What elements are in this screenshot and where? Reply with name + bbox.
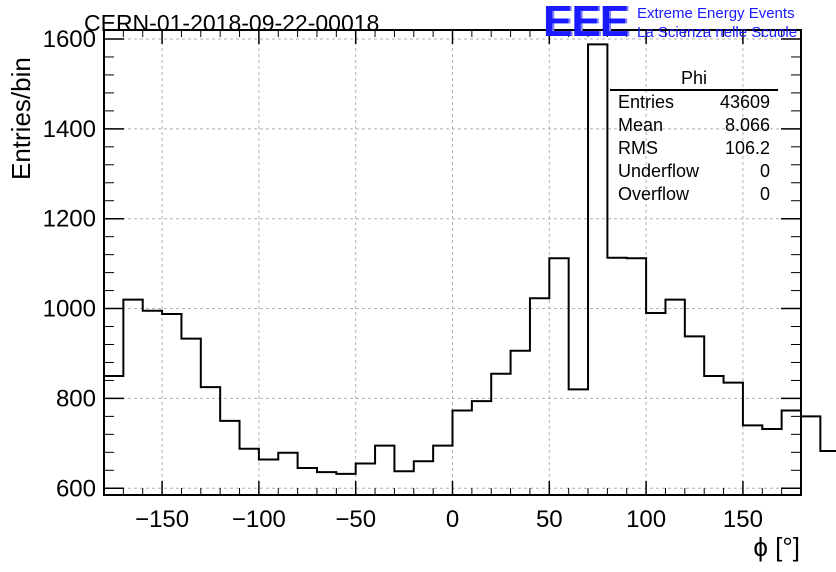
- logo-caption-line2: La Scienza nelle Scuole: [637, 24, 798, 41]
- logo-caption-line1: Extreme Energy Events: [637, 5, 795, 22]
- stats-label: Entries: [618, 92, 675, 112]
- y-tick-label: 1000: [43, 296, 96, 323]
- x-tick-label: 50: [536, 506, 563, 533]
- stats-label: Underflow: [618, 161, 700, 181]
- axis-ticks: [104, 30, 801, 495]
- y-tick-label: 600: [56, 475, 96, 502]
- plot-frame: [103, 29, 802, 496]
- y-tick-label: 1200: [43, 206, 96, 233]
- x-tick-label: 100: [626, 506, 666, 533]
- stats-value: 106.2: [724, 138, 770, 158]
- stats-label: Mean: [618, 115, 664, 135]
- x-tick-label: −50: [335, 506, 376, 533]
- x-axis-label: ϕ [°]: [753, 532, 800, 562]
- stats-row-underflow: Underflow 0: [610, 160, 778, 183]
- stats-row-overflow: Overflow 0: [610, 183, 778, 206]
- x-tick-label: −100: [232, 506, 286, 533]
- stats-value: 8.066: [724, 115, 770, 135]
- logo-caption: Extreme Energy Events La Scienza nelle S…: [637, 4, 797, 42]
- stats-box: Phi Entries 43609 Mean 8.066 RMS 106.2 U…: [610, 68, 778, 206]
- stats-value: 0: [759, 161, 770, 181]
- x-tick-label: 0: [446, 506, 459, 533]
- y-tick-label: 800: [56, 385, 96, 412]
- stats-row-mean: Mean 8.066: [610, 114, 778, 137]
- tick-labels: −150 −100 −50 0 50 100 150 600 800 1000 1200 1400 16…: [43, 26, 763, 533]
- stats-value: 0: [759, 184, 770, 204]
- stats-label: RMS: [618, 138, 658, 158]
- y-tick-label: 1400: [43, 116, 96, 143]
- y-axis-label: Entries/bin: [6, 57, 36, 180]
- stats-value: 43609: [719, 92, 770, 112]
- x-tick-label: 150: [723, 506, 763, 533]
- stats-label: Overflow: [618, 184, 690, 204]
- stats-title: Phi: [610, 68, 778, 91]
- stats-row-rms: RMS 106.2: [610, 137, 778, 160]
- y-tick-label: 1600: [43, 26, 96, 53]
- histogram-step-line: [103, 43, 836, 495]
- run-title: CERN-01-2018-09-22-00018: [84, 10, 380, 36]
- stats-row-entries: Entries 43609: [610, 91, 778, 114]
- eee-logo: EEE: [543, 0, 629, 46]
- x-tick-label: −150: [135, 506, 189, 533]
